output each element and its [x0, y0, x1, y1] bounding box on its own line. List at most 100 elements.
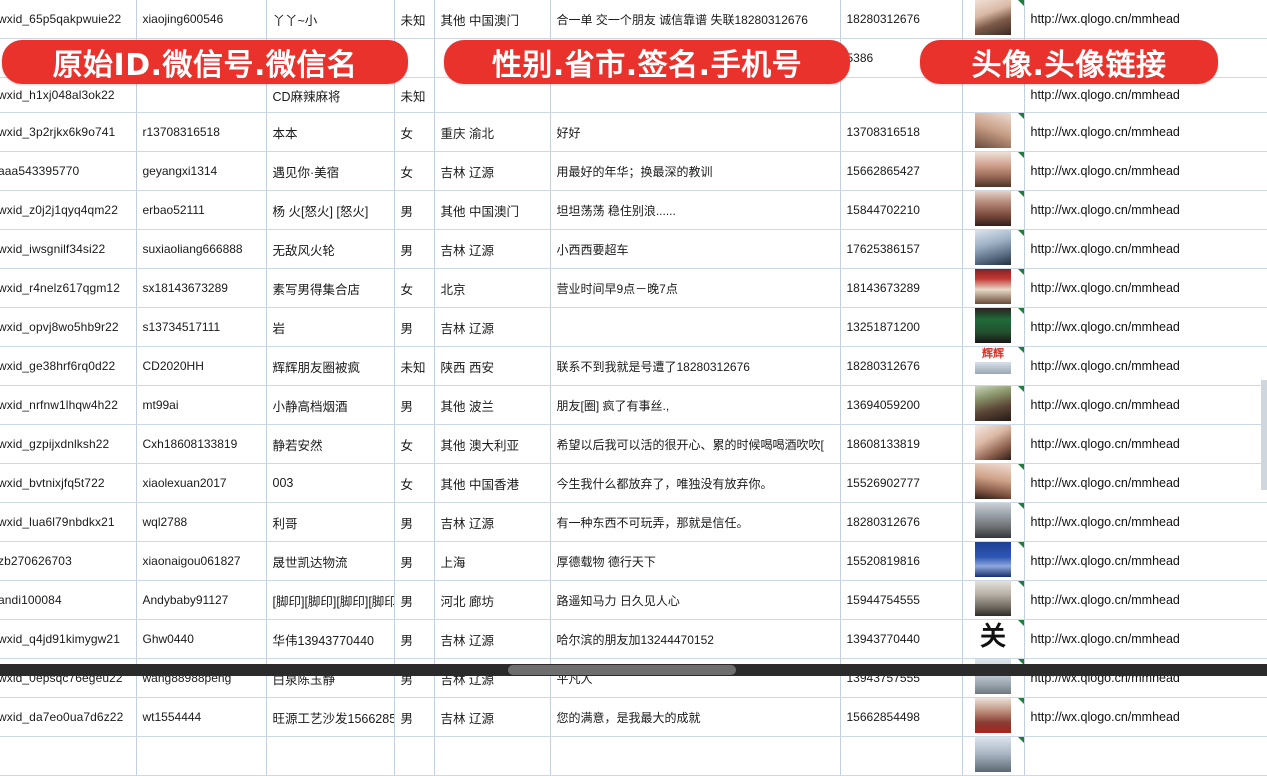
cell-gender[interactable]: 男: [394, 619, 435, 659]
cell-wechat-name[interactable]: 003: [266, 463, 395, 503]
cell-phone[interactable]: 15526902777: [840, 463, 963, 503]
table-row[interactable]: wxid_nrfnw1lhqw4h22 mt99ai 小静高档烟酒男其他 波兰 朋友[…: [0, 385, 1267, 425]
cell-gender[interactable]: 女: [394, 112, 435, 152]
cell-phone[interactable]: [840, 736, 963, 776]
cell-avatar-url[interactable]: http://wx.qlogo.cn/mmhead: [1024, 385, 1267, 425]
cell-gender[interactable]: 男: [394, 502, 435, 542]
cell-wechat-name[interactable]: [266, 736, 395, 776]
cell-gender[interactable]: 男: [394, 580, 435, 620]
cell-gender[interactable]: 女: [394, 424, 435, 464]
cell-avatar-url[interactable]: http://wx.qlogo.cn/mmhead: [1024, 190, 1267, 230]
cell-phone[interactable]: 17625386157: [840, 229, 963, 269]
cell-signature[interactable]: 联系不到我就是号遭了18280312676: [550, 346, 841, 386]
cell-wechat-name[interactable]: 小静高档烟酒: [266, 385, 395, 425]
cell-province-city[interactable]: 河北 廊坊: [434, 580, 551, 620]
cell-avatar-url[interactable]: http://wx.qlogo.cn/mmhead: [1024, 541, 1267, 581]
table-row[interactable]: wxid_z0j2j1qyq4qm22 erbao52111 杨 火[怒火] [怒火…: [0, 190, 1267, 230]
cell-original-id[interactable]: wxid_bvtnixjfq5t722: [0, 463, 137, 503]
cell-signature[interactable]: 有一种东西不可玩弄，那就是信任。: [550, 502, 841, 542]
cell-avatar[interactable]: [962, 0, 1025, 39]
cell-original-id[interactable]: wxid_65p5qakpwuie22: [0, 0, 137, 39]
cell-wechat-id[interactable]: wql2788: [136, 502, 267, 542]
cell-avatar[interactable]: [962, 736, 1025, 776]
cell-wechat-name[interactable]: 素写男得集合店: [266, 268, 395, 308]
cell-original-id[interactable]: wxid_q4jd91kimygw21: [0, 619, 137, 659]
cell-wechat-name[interactable]: 丫丫~小: [266, 0, 395, 39]
cell-avatar[interactable]: [962, 424, 1025, 464]
cell-original-id[interactable]: aaa543395770: [0, 151, 137, 191]
cell-avatar[interactable]: [962, 385, 1025, 425]
cell-signature[interactable]: 希望以后我可以活的很开心、累的时候喝喝酒吹吹[: [550, 424, 841, 464]
cell-avatar[interactable]: [962, 229, 1025, 269]
cell-wechat-id[interactable]: sx18143673289: [136, 268, 267, 308]
cell-original-id[interactable]: wxid_opvj8wo5hb9r22: [0, 307, 137, 347]
cell-gender[interactable]: [394, 736, 435, 776]
cell-province-city[interactable]: 重庆 渝北: [434, 112, 551, 152]
cell-wechat-id[interactable]: Cxh18608133819: [136, 424, 267, 464]
cell-original-id[interactable]: wxid_r4nelz617qgm12: [0, 268, 137, 308]
cell-province-city[interactable]: 其他 澳大利亚: [434, 424, 551, 464]
cell-gender[interactable]: 女: [394, 268, 435, 308]
cell-gender[interactable]: 女: [394, 463, 435, 503]
table-row[interactable]: [0, 736, 1267, 776]
cell-gender[interactable]: 男: [394, 229, 435, 269]
cell-wechat-id[interactable]: xiaolexuan2017: [136, 463, 267, 503]
cell-province-city[interactable]: 其他 中国澳门: [434, 190, 551, 230]
cell-wechat-id[interactable]: mt99ai: [136, 385, 267, 425]
cell-avatar-url[interactable]: http://wx.qlogo.cn/mmhead: [1024, 424, 1267, 464]
cell-signature[interactable]: 小西西要超车: [550, 229, 841, 269]
cell-province-city[interactable]: 吉林 辽源: [434, 229, 551, 269]
table-row[interactable]: wxid_q4jd91kimygw21 Ghw0440 华伟13943770440 男…: [0, 619, 1267, 659]
cell-original-id[interactable]: wxid_iwsgnilf34si22: [0, 229, 137, 269]
cell-wechat-id[interactable]: wt1554444: [136, 697, 267, 737]
cell-original-id[interactable]: [0, 736, 137, 776]
cell-avatar-url[interactable]: http://wx.qlogo.cn/mmhead: [1024, 502, 1267, 542]
cell-avatar-url[interactable]: http://wx.qlogo.cn/mmhead: [1024, 346, 1267, 386]
cell-province-city[interactable]: 吉林 辽源: [434, 307, 551, 347]
cell-avatar-url[interactable]: http://wx.qlogo.cn/mmhead: [1024, 77, 1267, 113]
cell-phone[interactable]: 13694059200: [840, 385, 963, 425]
cell-avatar[interactable]: 辉辉: [962, 346, 1025, 386]
cell-wechat-id[interactable]: r13708316518: [136, 112, 267, 152]
cell-province-city[interactable]: 北京: [434, 268, 551, 308]
cell-phone[interactable]: 15844702210: [840, 190, 963, 230]
cell-phone[interactable]: 15520819816: [840, 541, 963, 581]
cell-avatar[interactable]: 关: [962, 619, 1025, 659]
cell-phone[interactable]: 18280312676: [840, 0, 963, 39]
table-row[interactable]: wxid_da7eo0ua7d6z22 wt1554444 旺源工艺沙发156628…: [0, 697, 1267, 737]
cell-province-city[interactable]: 其他 中国香港: [434, 463, 551, 503]
cell-gender[interactable]: 未知: [394, 77, 435, 113]
cell-wechat-id[interactable]: geyangxi1314: [136, 151, 267, 191]
table-row[interactable]: wxid_65p5qakpwuie22 xiaojing600546 丫丫~小 未知其…: [0, 0, 1267, 39]
cell-province-city[interactable]: 其他 中国澳门: [434, 0, 551, 39]
cell-avatar[interactable]: [962, 541, 1025, 581]
cell-province-city[interactable]: 其他 波兰: [434, 385, 551, 425]
cell-avatar-url[interactable]: http://wx.qlogo.cn/mmhead: [1024, 229, 1267, 269]
cell-phone[interactable]: 13708316518: [840, 112, 963, 152]
cell-signature[interactable]: 好好: [550, 112, 841, 152]
vertical-scrollbar[interactable]: [1261, 380, 1267, 490]
cell-gender[interactable]: 男: [394, 190, 435, 230]
cell-signature[interactable]: [550, 307, 841, 347]
cell-province-city[interactable]: [434, 736, 551, 776]
cell-avatar[interactable]: [962, 112, 1025, 152]
cell-signature[interactable]: 路遥知马力 日久见人心: [550, 580, 841, 620]
cell-avatar-url[interactable]: http://wx.qlogo.cn/mmhead: [1024, 151, 1267, 191]
cell-avatar-url[interactable]: http://wx.qlogo.cn/mmhead: [1024, 268, 1267, 308]
table-row[interactable]: wxid_gzpijxdnlksh22 Cxh18608133819 静若安然女其他…: [0, 424, 1267, 464]
cell-avatar[interactable]: [962, 307, 1025, 347]
cell-province-city[interactable]: 吉林 辽源: [434, 697, 551, 737]
cell-avatar-url[interactable]: http://wx.qlogo.cn/mmhead: [1024, 697, 1267, 737]
cell-gender[interactable]: 男: [394, 541, 435, 581]
cell-wechat-name[interactable]: 华伟13943770440: [266, 619, 395, 659]
horizontal-scrollbar-thumb[interactable]: [508, 665, 736, 675]
cell-gender[interactable]: 未知: [394, 0, 435, 39]
cell-wechat-name[interactable]: 晟世凯达物流: [266, 541, 395, 581]
cell-signature[interactable]: [550, 736, 841, 776]
cell-wechat-name[interactable]: 杨 火[怒火] [怒火]: [266, 190, 395, 230]
table-row[interactable]: wxid_lua6l79nbdkx21 wql2788 利哥男吉林 辽源 有一种东西不…: [0, 502, 1267, 542]
cell-gender[interactable]: 男: [394, 697, 435, 737]
cell-signature[interactable]: 厚德载物 德行天下: [550, 541, 841, 581]
cell-signature[interactable]: 您的满意，是我最大的成就: [550, 697, 841, 737]
